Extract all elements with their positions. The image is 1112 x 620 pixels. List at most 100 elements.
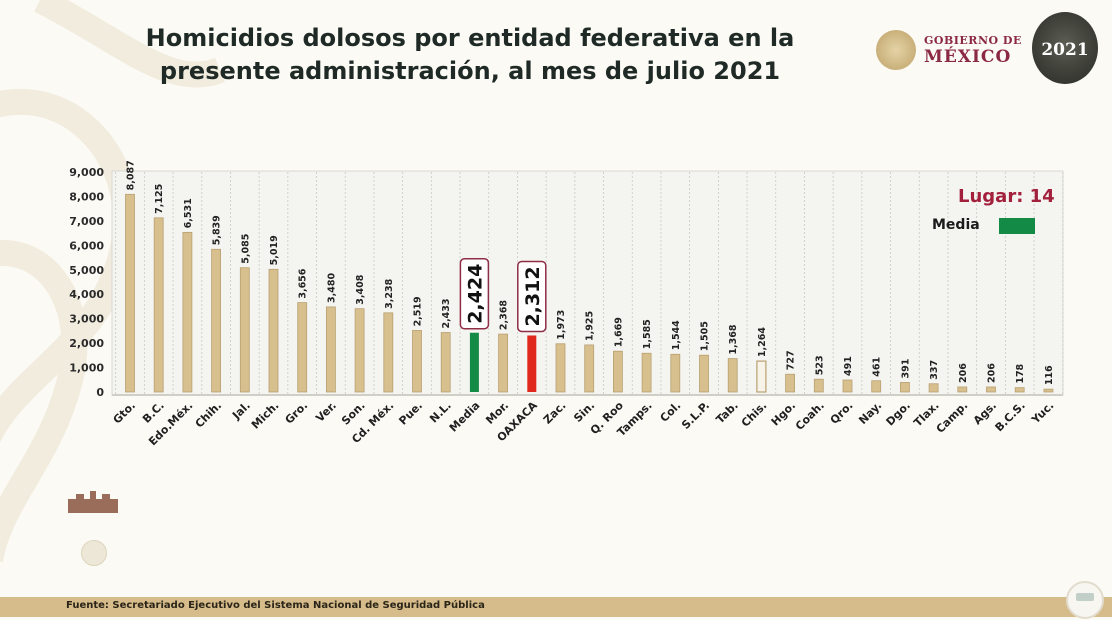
legend-media-swatch	[999, 218, 1035, 234]
gridlines	[115, 172, 1064, 394]
value-label: 461	[872, 357, 883, 377]
year-emblem-text: 2021	[1041, 40, 1089, 60]
value-label: 2,424	[464, 264, 486, 324]
palace-emblem-icon	[68, 491, 118, 513]
bar-media	[469, 332, 479, 392]
x-tick-label: Yuc.	[1028, 399, 1056, 427]
value-label: 116	[1044, 365, 1055, 385]
value-label: 1,544	[671, 320, 682, 350]
x-tick-label: Pue.	[396, 399, 425, 428]
chart-title-line1: Homicidios dolosos por entidad federativ…	[145, 24, 795, 52]
x-tick-label: Chis.	[739, 399, 770, 430]
x-tick-label: Ver.	[313, 399, 339, 425]
value-label: 206	[987, 363, 998, 383]
x-tick-label: Gto.	[111, 399, 139, 427]
x-tick-label: Col.	[658, 399, 684, 425]
value-label: 1,925	[585, 311, 596, 341]
chart-title-line2: presente administración, al mes de julio…	[159, 57, 781, 85]
value-callout-box	[459, 257, 490, 330]
value-label: 1,669	[613, 317, 624, 347]
y-tick-label: 1,000	[69, 362, 104, 375]
value-label: 2,368	[499, 300, 510, 330]
x-tick-label: Gro.	[283, 399, 311, 427]
bar-dgo	[900, 382, 910, 393]
x-tick-label: Dgo.	[883, 399, 913, 429]
x-tick-label: Zac.	[541, 399, 569, 427]
bar-pue	[412, 330, 422, 393]
bars	[125, 193, 1054, 393]
value-label: 523	[814, 355, 825, 375]
x-tick-label: Jal.	[229, 399, 253, 423]
y-tick-label: 0	[96, 386, 104, 399]
value-label: 491	[843, 356, 854, 376]
bar-coah	[813, 378, 824, 393]
value-label: 1,264	[757, 327, 768, 357]
y-axis-ticks: 0 1,000 2,000 3,000 4,000 5,000 6,000 7,000 8,00…	[69, 166, 104, 399]
x-tick-label: Media	[447, 399, 483, 435]
value-label: 8,087	[126, 160, 137, 190]
seal-watermark-icon	[81, 540, 107, 566]
bar-nay	[871, 380, 882, 393]
gov-logo-line2: MÉXICO	[924, 47, 1012, 67]
value-label: 3,408	[355, 274, 366, 304]
value-label: 727	[786, 350, 797, 370]
bar-chih	[211, 248, 222, 393]
value-label: 1,585	[642, 319, 653, 349]
bar-chart: 0 1,000 2,000 3,000 4,000 5,000 6,000 7,000 8,00…	[69, 160, 1064, 448]
x-tick-label: Coah.	[793, 399, 827, 433]
bar-gto	[125, 193, 135, 393]
bar-hgo	[785, 373, 795, 393]
value-label: 1,368	[728, 324, 739, 354]
value-label: 2,519	[413, 296, 424, 326]
x-tick-label: B.C.S.	[993, 399, 1028, 434]
bar-tab	[727, 358, 738, 393]
bar-s-l-p	[699, 354, 709, 393]
source-note: Fuente: Secretariado Ejecutivo del Siste…	[66, 600, 485, 611]
y-tick-label: 5,000	[69, 264, 104, 277]
bar-chis	[756, 360, 767, 393]
bar-col	[670, 353, 681, 393]
year-2021-emblem: 2021	[1032, 12, 1098, 84]
y-tick-label: 2,000	[69, 337, 104, 350]
gobierno-de-mexico-logo: GOBIERNO DE MÉXICO	[876, 28, 1026, 74]
x-tick-label: S.L.P.	[679, 399, 712, 432]
y-tick-label: 7,000	[69, 215, 104, 228]
chart-title: Homicidios dolosos por entidad federativ…	[100, 22, 840, 88]
value-labels: 8,087 7,125 6,531 5,839 5,085 5,019 3,656 3,480…	[126, 160, 1055, 385]
value-label: 3,656	[298, 268, 309, 298]
y-tick-label: 4,000	[69, 288, 104, 301]
y-tick-label: 6,000	[69, 239, 104, 252]
value-label: 5,839	[212, 215, 223, 245]
bar-jal	[239, 267, 250, 393]
value-label: 3,480	[326, 272, 337, 302]
value-label: 206	[958, 363, 969, 383]
x-tick-label: Nay.	[856, 399, 884, 427]
bar-edo-m-x	[182, 231, 193, 393]
gov-logo-line1: GOBIERNO DE	[924, 34, 1022, 47]
value-label: 6,531	[183, 198, 194, 228]
y-tick-label: 3,000	[69, 313, 104, 326]
value-label: 178	[1015, 363, 1026, 383]
bar-q-roo	[613, 350, 623, 393]
legend-media-label: Media	[932, 217, 980, 233]
value-label: 5,085	[240, 234, 251, 264]
value-label: 3,238	[384, 278, 395, 308]
bar-b-c	[153, 217, 164, 393]
value-label: 2,312	[522, 266, 544, 326]
rank-annotation: Lugar: 14	[958, 186, 1055, 207]
bar-tlax	[928, 383, 939, 393]
value-label: 391	[900, 359, 911, 379]
bar-b-c-s	[1014, 387, 1025, 393]
value-label: 7,125	[154, 184, 165, 214]
bar-son	[354, 308, 365, 393]
x-tick-label: Mich.	[249, 399, 282, 432]
bar-camp	[957, 386, 968, 393]
footer-bar	[0, 597, 1112, 617]
value-label: 1,973	[556, 310, 567, 340]
bar-mor	[498, 333, 509, 393]
x-tick-label: Tab.	[714, 399, 741, 426]
bar-n-l	[440, 332, 451, 393]
x-tick-label: Qro.	[828, 399, 856, 427]
value-label: 1,505	[700, 321, 711, 351]
value-label: 5,019	[269, 235, 280, 265]
